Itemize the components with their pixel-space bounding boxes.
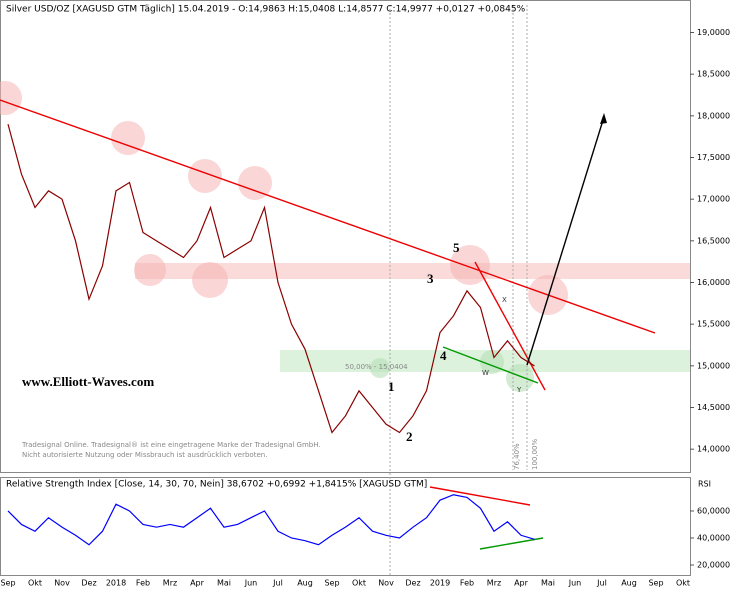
wave-label: X	[502, 296, 507, 304]
x-tick-label: Mai	[217, 579, 231, 588]
y-tick-label: 17,5000	[697, 153, 730, 162]
y-tick-label: 17,0000	[697, 195, 730, 204]
y-tick-label: 19,0000	[697, 28, 730, 37]
y-tick-label: 20,0000	[697, 561, 730, 570]
x-tick-label: Jul	[272, 579, 283, 588]
y-tick-label: 60,0000	[697, 506, 730, 515]
y-tick-label: 15,5000	[697, 320, 730, 329]
vertical-markers	[389, 5, 528, 575]
copyright: Nicht autorisierte Nutzung oder Missbrau…	[22, 451, 267, 459]
y-tick-label: 16,5000	[697, 236, 730, 245]
x-tick-label: Aug	[297, 579, 313, 588]
chart-title: Silver USD/OZ [XAGUSD GTM Täglich] 15.04…	[6, 5, 526, 15]
x-tick-label: Nov	[54, 579, 70, 588]
x-tick-label: Jun	[568, 579, 582, 588]
copyright: Tradesignal Online. Tradesignal® ist ein…	[21, 441, 321, 449]
y-tick-label: 18,0000	[697, 111, 730, 120]
y-tick-label: 14,5000	[697, 403, 730, 412]
x-tick-label: Jun	[244, 579, 258, 588]
y-tick-label: 40,0000	[697, 533, 730, 542]
watermark: www.Elliott-Waves.com	[22, 374, 154, 389]
series-line	[7, 124, 535, 434]
x-tick-label: Okt	[676, 579, 690, 588]
fib-label: 50,00% - 15,0404	[345, 363, 408, 371]
x-tick-label: 2019	[430, 579, 450, 588]
fib-label: 76,40%	[513, 443, 521, 470]
x-tick-label: Okt	[28, 579, 42, 588]
wave-label: 5	[453, 240, 460, 255]
x-tick-label: Sep	[0, 579, 15, 588]
x-tick-label: Sep	[648, 579, 663, 588]
x-tick-label: 2018	[106, 579, 126, 588]
rsi-axis-label: RSI	[698, 480, 711, 489]
wave-label: 2	[406, 429, 413, 444]
fib-label: 100,00%	[531, 439, 539, 470]
x-tick-label: Okt	[352, 579, 366, 588]
y-tick-label: 14,0000	[697, 445, 730, 454]
x-tick-label: Mai	[541, 579, 555, 588]
trendlines	[0, 99, 656, 550]
wave-label: W	[482, 369, 489, 377]
x-tick-label: Jul	[596, 579, 607, 588]
wave-label: Y	[516, 386, 522, 394]
x-tick-label: Dez	[405, 579, 420, 588]
x-tick-label: Apr	[190, 579, 205, 588]
x-tick-label: Aug	[621, 579, 637, 588]
x-tick-label: Mrz	[487, 579, 501, 588]
wave-label: 3	[427, 271, 434, 286]
y-tick-label: 16,0000	[697, 278, 730, 287]
rsi-title: Relative Strength Index [Close, 14, 30, …	[6, 480, 427, 490]
series-line	[7, 494, 535, 546]
x-tick-label: Sep	[324, 579, 339, 588]
y-tick-label: 18,5000	[697, 70, 730, 79]
zones	[0, 81, 690, 392]
x-tick-label: Mrz	[163, 579, 177, 588]
x-tick-label: Feb	[460, 579, 474, 588]
y-tick-label: 15,0000	[697, 361, 730, 370]
wave-label: 1	[388, 379, 395, 394]
wave-label: 4	[440, 348, 447, 363]
x-tick-label: Nov	[378, 579, 394, 588]
x-tick-label: Apr	[514, 579, 529, 588]
x-tick-label: Feb	[136, 579, 150, 588]
frame	[0, 0, 691, 576]
annotations: www.Elliott-Waves.com 1 2 3 4 5 W X Y 76…	[21, 240, 539, 470]
x-tick-label: Dez	[81, 579, 96, 588]
